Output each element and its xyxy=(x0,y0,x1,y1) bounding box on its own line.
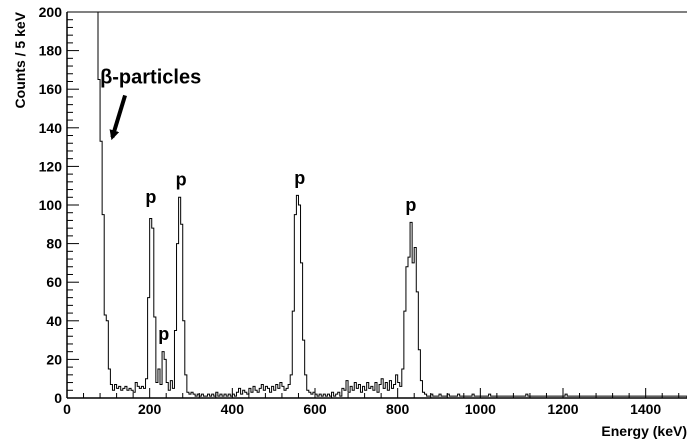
x-tick-label: 400 xyxy=(221,401,245,417)
y-axis-title: Counts / 5 keV xyxy=(12,11,28,108)
x-tick-label: 0 xyxy=(63,401,71,417)
y-tick-label: 40 xyxy=(46,313,62,329)
y-tick-label: 20 xyxy=(46,351,62,367)
histogram-series xyxy=(91,11,687,398)
peak-p-label: p xyxy=(158,324,169,344)
beta-particles-label: β-particles xyxy=(100,66,201,88)
peak-p-label: p xyxy=(145,187,156,207)
peak-p-label: p xyxy=(294,168,305,188)
x-tick-label: 600 xyxy=(303,401,327,417)
y-axis: 0 20 40 60 80 100 120 140 160 180 200 xyxy=(39,4,79,406)
x-tick-label: 1400 xyxy=(630,401,661,417)
x-axis-title: Energy (keV) xyxy=(601,423,687,439)
peak-p-label: p xyxy=(176,170,187,190)
y-tick-label: 160 xyxy=(39,81,63,97)
y-tick-label: 100 xyxy=(39,197,63,213)
x-tick-label: 200 xyxy=(138,401,162,417)
histogram-line xyxy=(91,11,687,398)
y-tick-label: 140 xyxy=(39,120,63,136)
beta-particles-arrow xyxy=(109,94,127,141)
y-tick-label: 60 xyxy=(46,274,62,290)
x-tick-label: 1000 xyxy=(465,401,496,417)
x-axis: 0 200 400 600 800 1000 1200 1400 xyxy=(63,388,680,417)
y-tick-label: 120 xyxy=(39,158,63,174)
y-tick-label: 180 xyxy=(39,43,63,59)
y-tick-label: 0 xyxy=(54,390,62,406)
x-tick-label: 1200 xyxy=(547,401,578,417)
y-tick-label: 200 xyxy=(39,4,63,20)
peak-p-label: p xyxy=(405,195,416,215)
y-tick-label: 80 xyxy=(46,236,62,252)
x-tick-label: 800 xyxy=(386,401,410,417)
